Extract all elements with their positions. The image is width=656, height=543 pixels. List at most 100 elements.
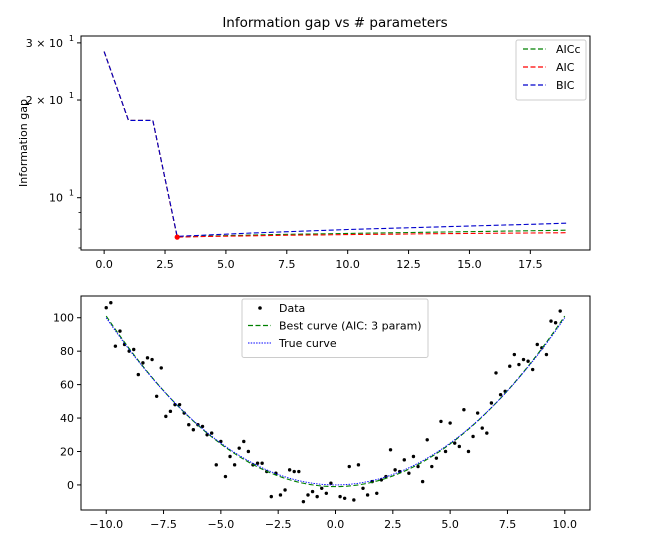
legend-label: Data — [279, 302, 305, 315]
data-point — [287, 468, 292, 472]
data-point — [109, 300, 113, 305]
x-tick-label: 5.0 — [217, 258, 235, 271]
data-point — [439, 419, 443, 424]
x-tick-label: 0.0 — [327, 518, 345, 531]
x-tick-label: 7.5 — [499, 518, 517, 531]
plot-area — [80, 35, 591, 251]
y-tick-label: 2 × 10 — [26, 94, 63, 107]
data-point — [521, 357, 526, 362]
data-point — [434, 456, 439, 460]
y-tick-label: 80 — [60, 345, 74, 358]
series-line-aicc — [103, 51, 567, 238]
x-axis-ticks: 0.0 2.5 5.0 7.5 10.0 12.5 15.0 17.5 — [95, 250, 543, 271]
y-tick-exponent: 1 — [69, 91, 74, 100]
y-tick-label: 100 — [53, 312, 74, 325]
data-point — [553, 321, 558, 325]
data-point — [306, 493, 310, 497]
y-tick-label: 20 — [60, 445, 74, 458]
data-point — [219, 439, 223, 444]
legend-label: True curve — [278, 337, 337, 350]
data-point — [209, 431, 214, 435]
data-point — [365, 493, 370, 497]
data-point — [329, 481, 333, 485]
legend-swatch — [258, 306, 262, 310]
legend: AICc AIC BIC — [515, 39, 587, 101]
data-point — [113, 344, 118, 348]
x-tick-label: 0.0 — [95, 258, 113, 271]
data-point — [191, 428, 196, 432]
data-point — [242, 439, 246, 444]
data-point — [104, 306, 108, 310]
data-point — [443, 449, 448, 454]
data-point — [480, 426, 484, 430]
data-point — [214, 463, 218, 467]
data-point — [508, 364, 512, 368]
data-point — [466, 449, 471, 454]
data-point — [338, 494, 342, 499]
data-point — [494, 371, 498, 375]
y-axis-label: Information gap — [17, 99, 30, 187]
data-point — [118, 329, 122, 333]
data-point — [430, 464, 434, 469]
y-tick-label: 3 × 10 — [26, 37, 63, 50]
chart-title: Information gap vs # parameters — [222, 15, 447, 31]
y-tick-exponent: 1 — [69, 189, 74, 198]
x-axis-ticks: −10.0 −7.5 −5.0 −2.5 0.0 2.5 5.0 7.5 10.0 — [89, 510, 577, 531]
y-tick-label: 60 — [60, 379, 74, 392]
plot-lines — [103, 51, 567, 240]
data-point — [187, 423, 191, 427]
data-point — [393, 468, 397, 472]
x-tick-label: 7.5 — [278, 258, 296, 271]
data-point — [453, 441, 457, 445]
data-point — [388, 448, 393, 452]
y-axis-ticks: 10 1 2 × 10 1 3 × 10 1 — [26, 34, 81, 249]
x-tick-label: −2.5 — [265, 518, 292, 531]
data-point — [356, 463, 361, 467]
y-tick-label: 10 — [49, 192, 63, 205]
data-point — [283, 488, 287, 492]
y-tick-label: 40 — [60, 412, 74, 425]
series-line-aic — [103, 51, 567, 238]
y-tick-label: 0 — [67, 479, 74, 492]
x-tick-label: 2.5 — [156, 258, 174, 271]
data-point — [320, 486, 324, 490]
data-point — [402, 458, 406, 462]
data-point — [457, 444, 462, 449]
x-tick-label: −7.5 — [150, 518, 177, 531]
data-point — [205, 433, 209, 437]
data-point — [223, 474, 228, 479]
data-point — [154, 394, 159, 399]
data-point — [177, 402, 182, 407]
data-point — [420, 479, 425, 484]
data-point — [558, 309, 562, 313]
data-point — [278, 493, 283, 497]
x-tick-label: −5.0 — [208, 518, 235, 531]
data-point — [517, 362, 521, 367]
x-tick-label: 10.0 — [335, 258, 360, 271]
true-curve-line — [105, 317, 566, 486]
data-point — [297, 469, 301, 474]
data-point — [315, 494, 319, 499]
x-tick-label: 5.0 — [441, 518, 459, 531]
data-point — [260, 461, 264, 465]
data-point — [150, 357, 154, 362]
x-tick-label: −10.0 — [89, 518, 123, 531]
data-point — [136, 372, 141, 377]
data-point — [425, 438, 429, 442]
legend-label: AICc — [556, 43, 581, 56]
data-point — [301, 499, 306, 504]
data-point — [512, 352, 517, 357]
data-point — [352, 498, 356, 502]
data-point — [237, 446, 241, 450]
data-point — [342, 496, 347, 500]
data-point — [132, 347, 136, 352]
data-point — [535, 342, 539, 347]
info-gap-chart: Information gap vs # parameters Informat… — [17, 15, 591, 271]
series-line-bic — [103, 51, 567, 237]
data-point — [407, 471, 411, 475]
y-axis-ticks: 0 20 40 60 80 100 — [53, 312, 81, 492]
data-point — [168, 409, 173, 414]
data-point — [416, 464, 420, 469]
data-point — [292, 469, 296, 474]
